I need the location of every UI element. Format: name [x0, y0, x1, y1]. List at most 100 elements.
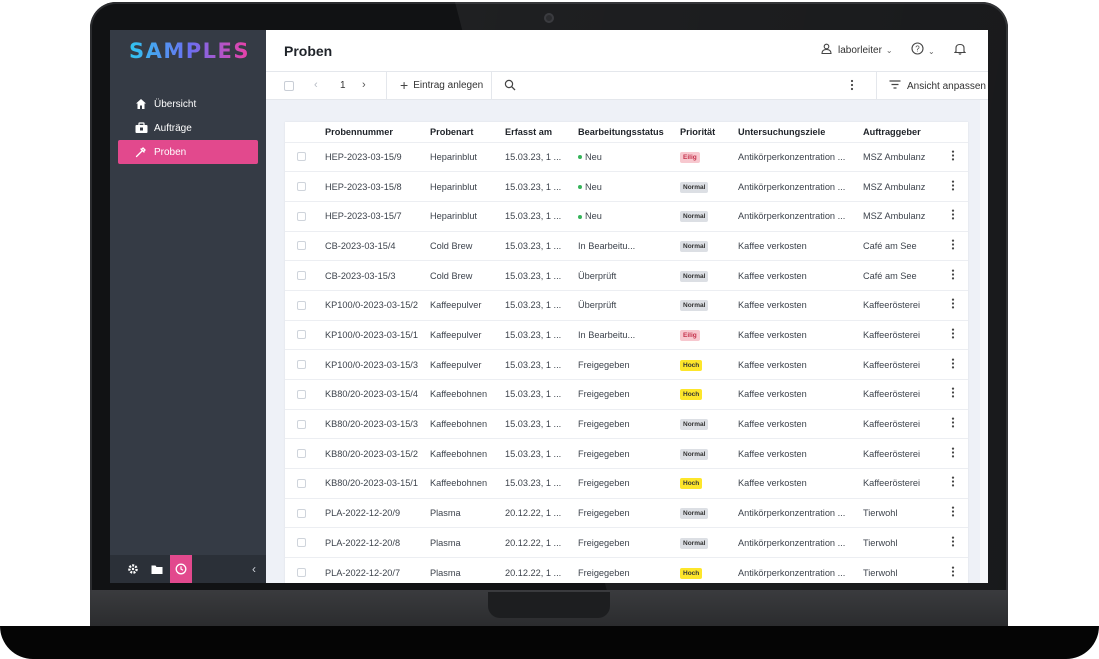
row-more-options-icon[interactable] [951, 239, 955, 253]
sample-number-cell: HEP-2023-03-15/7 [321, 200, 426, 232]
sample-number-text: HEP-2023-03-15/8 [325, 181, 402, 192]
search-icon[interactable] [504, 79, 516, 94]
row-more-options-icon[interactable] [951, 358, 955, 372]
row-checkbox[interactable] [297, 330, 306, 340]
table-row[interactable]: KP100/0-2023-03-15/2 Kaffeepulver 15.03.23… [285, 289, 968, 321]
more-options-icon[interactable] [850, 79, 854, 94]
sample-type-text: Heparinblut [430, 151, 477, 162]
column-header[interactable]: Bearbeitungsstatus [578, 126, 664, 137]
captured-at-text: 20.12.22, 1 ... [505, 508, 562, 519]
row-more-options-icon[interactable] [951, 536, 955, 550]
row-more-options-icon[interactable] [951, 269, 955, 283]
row-checkbox[interactable] [297, 508, 306, 518]
collapse-sidebar-button[interactable]: ‹ [252, 562, 256, 576]
table-row[interactable]: HEP-2023-03-15/9 Heparinblut 15.03.23, 1 .… [285, 141, 968, 172]
notifications-bell-icon[interactable] [953, 42, 967, 60]
row-checkbox[interactable] [297, 568, 306, 578]
column-header[interactable]: Priorität [680, 126, 716, 137]
samples-table-card: Probennummer Probenart Erfasst am Bearbe… [285, 122, 968, 583]
table-row[interactable]: CB-2023-03-15/4 Cold Brew 15.03.23, 1 ... I… [285, 230, 968, 261]
sidebar-item-proben[interactable]: Proben [118, 140, 258, 164]
row-more-options-icon[interactable] [951, 476, 955, 490]
row-checkbox[interactable] [297, 419, 306, 429]
sidebar-item-label: Aufträge [154, 122, 192, 134]
row-more-options-icon[interactable] [951, 298, 955, 312]
row-checkbox[interactable] [297, 300, 306, 310]
table-row[interactable]: KB80/20-2023-03-15/2 Kaffeebohnen 15.03.23… [285, 438, 968, 469]
row-more-options-icon[interactable] [951, 566, 955, 580]
table-row[interactable]: KB80/20-2023-03-15/4 Kaffeebohnen 15.03.23… [285, 379, 968, 410]
client-cell: Café am See [859, 260, 933, 291]
row-more-options-icon[interactable] [951, 447, 955, 461]
row-more-options-icon[interactable] [951, 150, 955, 164]
clock-icon[interactable] [170, 555, 192, 583]
client-text: MSZ Ambulanz [863, 211, 926, 222]
table-row[interactable]: KP100/0-2023-03-15/3 Kaffeepulver 15.03.23… [285, 349, 968, 380]
captured-at-cell: 15.03.23, 1 ... [501, 289, 574, 321]
captured-at-text: 15.03.23, 1 ... [505, 211, 562, 222]
processing-status-text: Freigegeben [578, 567, 630, 578]
column-header[interactable]: Probenart [430, 126, 474, 137]
scrollbar[interactable] [980, 100, 988, 583]
row-checkbox[interactable] [297, 389, 306, 399]
table-row[interactable]: KP100/0-2023-03-15/1 Kaffeepulver 15.03.23… [285, 319, 968, 350]
client-cell: Kaffeerösterei [859, 319, 933, 350]
table-row[interactable]: HEP-2023-03-15/8 Heparinblut 15.03.23, 1 .… [285, 171, 968, 202]
row-checkbox[interactable] [297, 211, 306, 221]
row-more-options-icon[interactable] [951, 209, 955, 223]
user-menu[interactable]: laborleiter ⌄ [821, 43, 893, 57]
row-checkbox[interactable] [297, 478, 306, 488]
row-more-options-icon[interactable] [951, 328, 955, 342]
captured-at-cell: 15.03.23, 1 ... [501, 408, 574, 439]
priority-badge: Normal [680, 537, 709, 549]
client-text: MSZ Ambulanz [863, 181, 926, 192]
column-header[interactable]: Untersuchungsziele [738, 126, 826, 137]
row-checkbox[interactable] [297, 538, 306, 548]
row-checkbox[interactable] [297, 241, 306, 251]
row-checkbox[interactable] [297, 271, 306, 281]
select-all-checkbox[interactable] [284, 81, 294, 91]
row-checkbox[interactable] [297, 152, 306, 162]
row-checkbox[interactable] [297, 360, 306, 370]
table-row[interactable]: PLA-2022-12-20/9 Plasma 20.12.22, 1 ... Fre… [285, 497, 968, 528]
folder-icon[interactable] [146, 555, 168, 583]
column-header[interactable]: Erfasst am [505, 126, 552, 137]
table-body: HEP-2023-03-15/9 Heparinblut 15.03.23, 1 .… [285, 141, 968, 583]
sample-type-text: Plasma [430, 508, 461, 519]
sidebar-item-auftraege[interactable]: Aufträge [118, 116, 258, 140]
processing-status-cell: Freigegeben [574, 379, 676, 410]
next-page-button[interactable]: › [362, 79, 366, 91]
table-row[interactable]: CB-2023-03-15/3 Cold Brew 15.03.23, 1 ... Ü… [285, 260, 968, 291]
row-checkbox[interactable] [297, 182, 306, 192]
processing-status-cell: Freigegeben [574, 527, 676, 558]
table-row[interactable]: PLA-2022-12-20/8 Plasma 20.12.22, 1 ... Fre… [285, 527, 968, 558]
status-dot-icon [578, 214, 582, 219]
prev-page-button[interactable]: ‹ [314, 79, 318, 91]
test-goals-cell: Kaffee verkosten [734, 438, 859, 469]
processing-status-cell: In Bearbeitu... [574, 319, 676, 350]
row-more-options-icon[interactable] [951, 387, 955, 401]
sample-number-cell: KB80/20-2023-03-15/4 [321, 379, 426, 410]
table-row[interactable]: KB80/20-2023-03-15/3 Kaffeebohnen 15.03.23… [285, 408, 968, 439]
sample-number-text: KB80/20-2023-03-15/2 [325, 448, 418, 459]
column-header[interactable]: Probennummer [325, 126, 393, 137]
row-more-options-icon[interactable] [951, 180, 955, 194]
row-actions-cell [933, 527, 968, 558]
table-row[interactable]: PLA-2022-12-20/7 Plasma 20.12.22, 1 ... Fre… [285, 557, 968, 583]
table-row[interactable]: KB80/20-2023-03-15/1 Kaffeebohnen 15.03.23… [285, 468, 968, 499]
add-entry-button[interactable]: + Eintrag anlegen [400, 78, 483, 92]
app-logo[interactable]: SAMPLES [129, 39, 251, 63]
test-goals-cell: Antikörperkonzentration ... [734, 527, 859, 558]
row-more-options-icon[interactable] [951, 417, 955, 431]
sample-number-cell: CB-2023-03-15/4 [321, 230, 426, 261]
customize-view-button[interactable]: Ansicht anpassen [889, 80, 986, 92]
table-row[interactable]: HEP-2023-03-15/7 Heparinblut 15.03.23, 1 .… [285, 200, 968, 232]
help-menu[interactable]: ? ⌄ [911, 42, 935, 60]
sample-type-cell: Kaffeebohnen [426, 438, 501, 469]
row-more-options-icon[interactable] [951, 506, 955, 520]
sample-number-cell: CB-2023-03-15/3 [321, 260, 426, 291]
sidebar-item-uebersicht[interactable]: Übersicht [118, 92, 258, 116]
gear-icon[interactable] [122, 555, 144, 583]
column-header[interactable]: Auftraggeber [863, 126, 921, 137]
row-checkbox[interactable] [297, 449, 306, 459]
